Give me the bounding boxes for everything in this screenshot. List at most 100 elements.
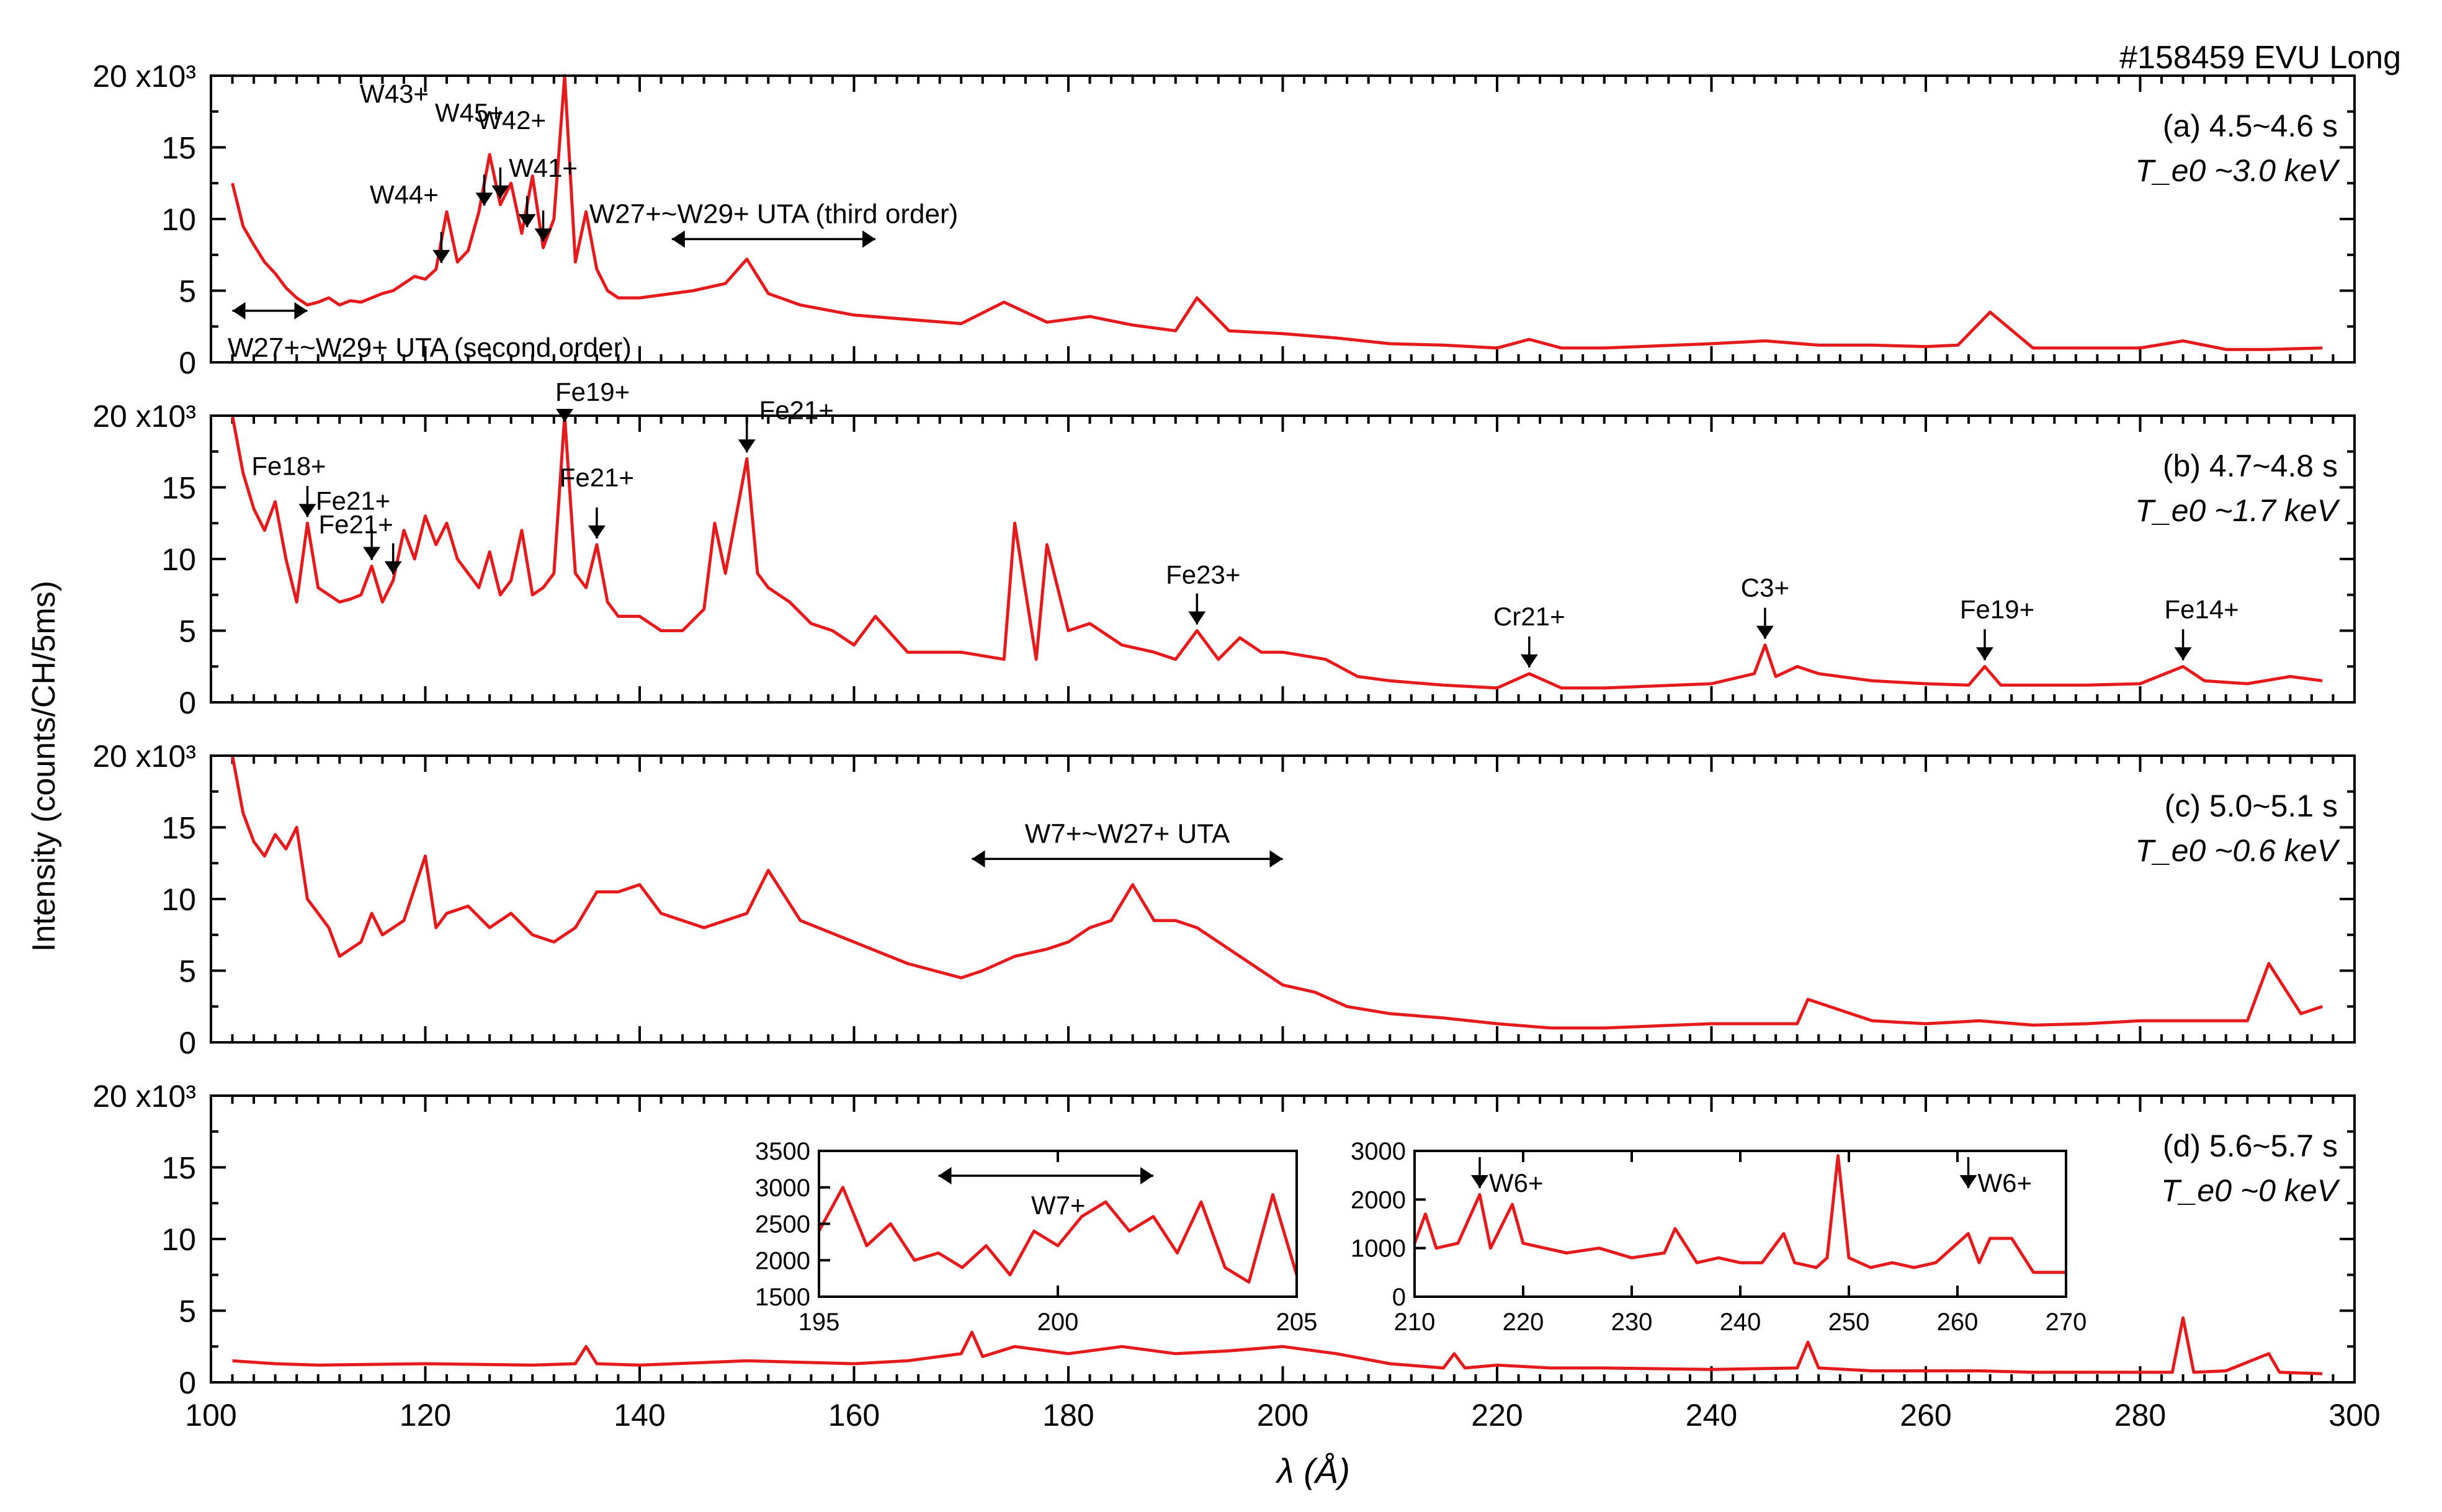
peak-annotation-label: Fe23+ <box>1166 560 1240 589</box>
peak-annotation-label: W44+ <box>370 180 439 209</box>
panel-c: 0 5 10 15 20 x10³ (c) 5.0~5.1 s T_e0 ~0.6 keV W… <box>92 739 2356 1060</box>
inset-series-line <box>1413 1154 2066 1274</box>
inset-x-tick-label: 230 <box>1611 1308 1653 1336</box>
y-tick-label: 10 <box>161 542 196 577</box>
inset-x-tick-label: 195 <box>798 1308 840 1336</box>
x-tick-label: 160 <box>828 1398 880 1433</box>
panels-group: 0 5 10 15 20 x10³ (a) 4.5~4.6 s T_e0 ~3.0 keV W… <box>92 59 2381 1433</box>
x-tick-label: 240 <box>1686 1398 1737 1433</box>
y-tick-label: 0 <box>179 686 196 720</box>
inset-x-tick-label: 205 <box>1276 1308 1318 1336</box>
inset-y-tick-label: 3000 <box>755 1174 810 1202</box>
peak-annotation-label: W45+ <box>435 98 504 127</box>
peak-annotation-label: Fe19+ <box>1960 594 2034 624</box>
x-tick-label: 300 <box>2328 1398 2380 1433</box>
inset-y-tick-label: 2500 <box>755 1211 810 1238</box>
peak-annotation-label: W43+ <box>360 79 429 108</box>
inset-y-tick-label: 3500 <box>755 1138 810 1165</box>
series-line-a <box>231 74 2323 351</box>
panel-d: 0 5 10 15 20 x10³ (d) 5.6~5.7 s T_e0 ~0 keV 100… <box>92 1079 2381 1433</box>
inset-x-tick-label: 240 <box>1720 1308 1761 1336</box>
panel-temp-label: T_e0 ~0 keV <box>2161 1173 2341 1208</box>
panel-time-label: (c) 5.0~5.1 s <box>2165 789 2338 823</box>
x-tick-label: 200 <box>1257 1398 1308 1433</box>
y-tick-label: 10 <box>161 1222 196 1257</box>
x-tick-label: 220 <box>1471 1398 1523 1433</box>
inset-y-tick-label: 0 <box>1392 1284 1406 1311</box>
peak-annotation-label: Fe19+ <box>555 377 630 406</box>
y-tick-label-top: 20 x10³ <box>92 739 196 774</box>
inset-1: 1500 2000 2500 3000 3500 195 200 205 W7+ <box>755 1138 1317 1336</box>
x-axis-label: λ (Å) <box>1275 1451 1350 1490</box>
y-tick-label: 15 <box>161 471 196 506</box>
inset-2: 0 1000 2000 3000 210 220 230 240 250 260 270 W6+ W6+ <box>1351 1138 2086 1336</box>
y-tick-label: 5 <box>179 1294 196 1329</box>
y-tick-label: 0 <box>179 1366 196 1400</box>
peak-annotation-label: Cr21+ <box>1493 602 1565 631</box>
inset-y-tick-label: 2000 <box>755 1247 810 1274</box>
inset-y-tick-label: 1500 <box>755 1284 810 1311</box>
y-tick-label: 0 <box>179 1026 196 1060</box>
inset-x-tick-label: 250 <box>1828 1308 1870 1336</box>
panel-temp-label: T_e0 ~0.6 keV <box>2135 833 2340 868</box>
x-tick-label: 260 <box>1900 1398 1951 1433</box>
inset-x-tick-label: 270 <box>2046 1308 2087 1336</box>
range-annotation-label: W7+~W27+ UTA <box>1025 818 1230 849</box>
x-tick-label: 100 <box>185 1398 236 1433</box>
inset-peak-label: W6+ <box>1978 1168 2033 1197</box>
y-tick-label: 5 <box>179 274 196 309</box>
panel-frame <box>210 74 2356 364</box>
x-tick-label: 180 <box>1042 1398 1094 1433</box>
peak-annotation-label: Fe21+ <box>560 463 634 492</box>
peak-annotation-label: Fe21+ <box>759 395 834 424</box>
y-axis-label: Intensity (counts/CH/5ms) <box>26 581 62 952</box>
shot-label: #158459 EVU Long <box>2119 40 2401 76</box>
y-tick-label: 5 <box>179 954 196 989</box>
peak-annotation-label: Fe21+ <box>319 510 393 539</box>
panel-a: 0 5 10 15 20 x10³ (a) 4.5~4.6 s T_e0 ~3.0 keV W… <box>92 59 2356 380</box>
y-tick-label: 5 <box>179 614 196 649</box>
inset-x-tick-label: 210 <box>1394 1308 1436 1336</box>
y-tick-label-top: 20 x10³ <box>92 1079 196 1114</box>
inset-series-line <box>817 1186 1299 1284</box>
peak-annotation-label: Fe14+ <box>2164 594 2238 624</box>
inset-x-tick-label: 260 <box>1937 1308 1979 1336</box>
peak-annotation-label: W41+ <box>509 153 578 182</box>
inset-range-label: W7+ <box>1031 1191 1086 1220</box>
panel-frame <box>210 1094 2356 1384</box>
range-annotation-label: W27+~W29+ UTA (second order) <box>228 333 632 363</box>
peak-annotation-label: W42+ <box>477 105 546 135</box>
x-tick-label: 120 <box>400 1398 451 1433</box>
series-line-d <box>232 1316 2323 1376</box>
inset-x-tick-label: 200 <box>1037 1308 1079 1336</box>
inset-peak-label: W6+ <box>1489 1168 1544 1197</box>
y-tick-label: 10 <box>161 882 196 917</box>
panel-time-label: (a) 4.5~4.6 s <box>2163 109 2338 143</box>
y-tick-label: 15 <box>161 131 196 166</box>
inset-y-tick-label: 1000 <box>1351 1235 1406 1263</box>
peak-annotation-label: Fe18+ <box>251 451 326 480</box>
y-tick-label: 0 <box>179 346 196 380</box>
panel-frame <box>210 754 2356 1044</box>
peak-annotation-label: C3+ <box>1741 573 1789 602</box>
peak-annotation-label: Fe21+ <box>316 486 390 516</box>
y-tick-label: 15 <box>161 811 196 846</box>
x-tick-label: 140 <box>614 1398 665 1433</box>
panel-temp-label: T_e0 ~3.0 keV <box>2135 153 2340 188</box>
series-line-b <box>231 414 2323 690</box>
panel-temp-label: T_e0 ~1.7 keV <box>2135 493 2340 528</box>
y-tick-label: 10 <box>161 202 196 237</box>
x-tick-label: 280 <box>2114 1398 2166 1433</box>
range-annotation-label: W27+~W29+ UTA (third order) <box>589 199 959 229</box>
series-line-c <box>231 755 2323 1030</box>
panel-time-label: (b) 4.7~4.8 s <box>2163 449 2338 483</box>
panel-frame <box>210 414 2356 704</box>
panel-time-label: (d) 5.6~5.7 s <box>2163 1129 2338 1163</box>
y-tick-label-top: 20 x10³ <box>92 59 196 94</box>
inset-x-tick-label: 220 <box>1503 1308 1544 1336</box>
inset-background <box>1415 1151 2066 1297</box>
y-tick-label-top: 20 x10³ <box>92 399 196 434</box>
inset-y-tick-label: 3000 <box>1351 1138 1406 1165</box>
